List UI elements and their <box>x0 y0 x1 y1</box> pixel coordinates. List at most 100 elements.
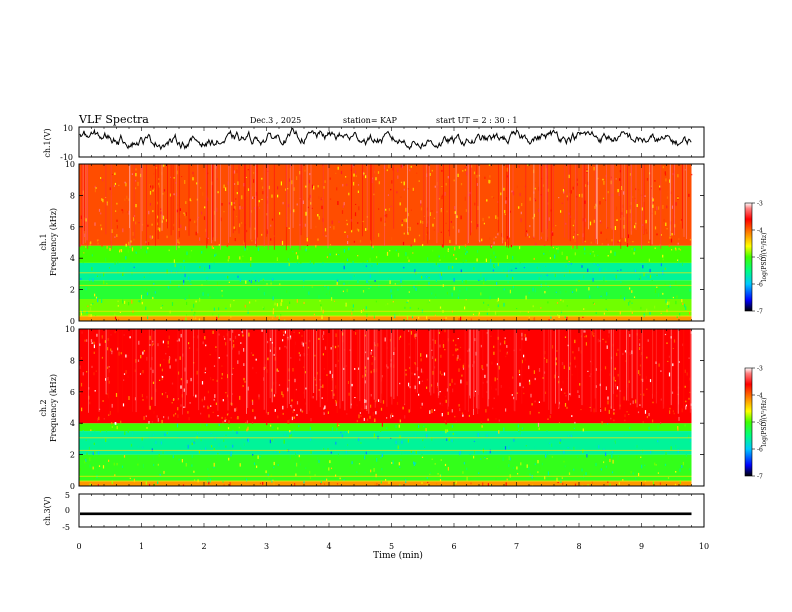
spectrogram-streak <box>650 164 652 246</box>
spectrogram-streak <box>109 329 111 415</box>
spectrogram-cell <box>289 430 291 433</box>
spectrogram-cell <box>664 333 667 336</box>
spectrogram-cell <box>98 451 100 455</box>
spectrogram-cell <box>466 381 468 385</box>
spectrogram-streak <box>211 164 212 244</box>
spectrogram-cell <box>309 194 311 198</box>
spectrogram-cell <box>573 446 575 451</box>
spectrogram-cell <box>497 297 499 302</box>
spectrogram-cell <box>443 372 446 376</box>
spectrogram-cell <box>271 194 273 198</box>
spectrogram-cell <box>595 462 597 467</box>
spectrogram-cell <box>226 354 228 357</box>
spectrogram-cell <box>486 319 489 321</box>
spectrogram-cell <box>417 433 419 436</box>
spectrogram-cell <box>117 305 119 307</box>
spectrogram-cell <box>568 261 570 262</box>
spectrogram-cell <box>623 217 625 221</box>
spectrogram-cell <box>588 287 590 291</box>
spectrogram-streak <box>555 329 556 404</box>
spectrogram-cell <box>412 252 414 254</box>
spectrogram-cell <box>90 304 92 306</box>
spectrogram-cell <box>290 319 292 321</box>
spectrogram-cell <box>439 344 441 348</box>
spectrogram-streak <box>306 164 308 238</box>
freq-tick-label: 0 <box>70 317 75 326</box>
spectrogram-cell <box>94 429 96 432</box>
spectrogram-cell <box>645 219 647 224</box>
spectrogram-cell <box>81 407 83 412</box>
spectrogram-cell <box>323 407 325 410</box>
spectrogram-cell <box>131 173 133 175</box>
spectrogram-cell <box>252 196 254 199</box>
spectrogram-cell <box>400 165 402 168</box>
spectrogram-cell <box>329 198 332 200</box>
spectrogram-cell <box>578 395 580 398</box>
spectrogram-cell <box>460 379 462 384</box>
spectrogram-cell <box>389 338 392 342</box>
spectrogram-cell <box>657 293 660 297</box>
spectrogram-cell <box>272 381 275 386</box>
spectrogram-cell <box>329 226 331 228</box>
spectrogram-cell <box>639 374 641 376</box>
spectrogram-cell <box>629 205 631 208</box>
spectrogram-cell <box>186 251 188 256</box>
spectrogram-cell <box>585 472 587 476</box>
spectrogram-cell <box>335 402 337 406</box>
spectrogram-cell <box>157 480 159 484</box>
spectrogram-cell <box>236 215 238 218</box>
spectrogram-cell <box>209 296 211 298</box>
spectrogram-cell <box>278 384 281 386</box>
spectrogram-cell <box>110 348 112 352</box>
spectrogram-cell <box>486 363 488 367</box>
spectrogram-cell <box>287 188 289 190</box>
spectrogram-cell <box>452 354 454 356</box>
spectrogram-cell <box>376 262 378 265</box>
spectrogram-cell <box>686 372 688 376</box>
spectrogram-cell <box>537 394 539 396</box>
spectrogram-cell <box>528 467 530 470</box>
time-axis-label: Time (min) <box>373 550 423 561</box>
spectrogram-cell <box>397 252 400 257</box>
spectrogram-cell <box>439 273 441 277</box>
spectrogram-cell <box>492 269 494 272</box>
spectrogram-cell <box>499 349 501 352</box>
spectrogram-cell <box>496 363 499 366</box>
spectrogram-cell <box>460 215 462 220</box>
spectrogram-cell <box>482 217 484 222</box>
spectrogram-streak <box>371 164 372 247</box>
spectrogram-cell <box>517 424 519 428</box>
spectrogram-cell <box>228 266 231 270</box>
spectrogram-cell <box>584 252 586 255</box>
spectrogram-cell <box>428 277 430 279</box>
spectrogram-cell <box>453 286 455 291</box>
spectrogram-cell <box>485 450 487 454</box>
spectrogram-cell <box>589 406 591 408</box>
spectrogram-cell <box>534 377 536 381</box>
spectrogram-cell <box>149 184 151 188</box>
spectrogram-cell <box>445 317 447 319</box>
spectrogram-cell <box>309 476 311 479</box>
spectrogram-cell <box>198 318 200 321</box>
spectrogram-cell <box>89 401 91 405</box>
spectrogram-cell <box>462 364 464 368</box>
spectrogram-cell <box>102 465 105 469</box>
spectrogram-cell <box>649 274 652 279</box>
spectrogram-cell <box>391 294 393 299</box>
spectrogram-cell <box>620 281 622 283</box>
spectrogram-cell <box>418 234 421 237</box>
spectrogram-cell <box>91 266 93 271</box>
ch1-ylabel: ch.1(V) <box>43 128 52 157</box>
spectrogram-cell <box>272 310 274 315</box>
spectrogram-cell <box>480 273 482 278</box>
spectrogram-cell <box>329 290 331 295</box>
spectrogram-cell <box>502 457 504 462</box>
spectrogram-cell <box>188 417 190 421</box>
spectrogram-cell <box>645 376 647 380</box>
spectrogram-cell <box>561 202 563 204</box>
spectrogram-cell <box>127 428 129 433</box>
spectrogram-cell <box>503 187 505 191</box>
spectrogram-cell <box>390 437 392 439</box>
spectrogram-cell <box>266 369 268 373</box>
spectrogram-cell <box>375 177 377 181</box>
